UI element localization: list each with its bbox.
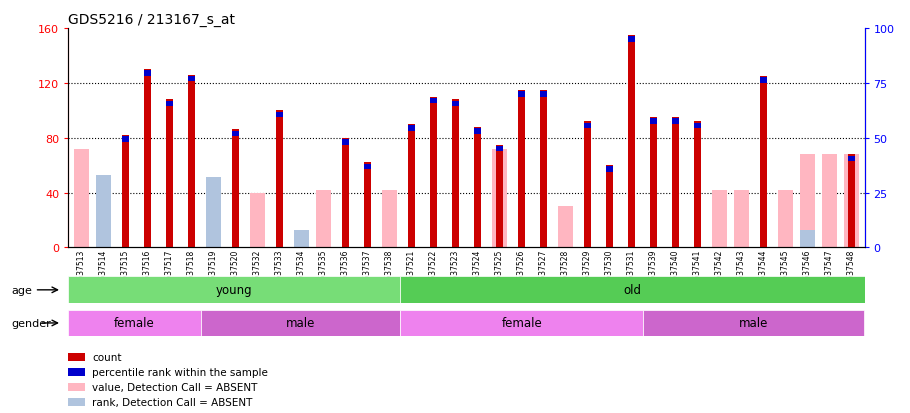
- Bar: [408, 125, 415, 248]
- Bar: [452, 100, 459, 248]
- Bar: [606, 167, 612, 173]
- Bar: [650, 118, 657, 248]
- Bar: [430, 97, 437, 248]
- Bar: [606, 166, 612, 248]
- Bar: [144, 71, 151, 77]
- Bar: [778, 190, 793, 248]
- Bar: [733, 190, 749, 248]
- Text: old: old: [623, 284, 642, 297]
- Bar: [496, 147, 502, 152]
- Bar: [206, 178, 221, 248]
- Text: value, Detection Call = ABSENT: value, Detection Call = ABSENT: [92, 382, 258, 392]
- Bar: [201, 310, 400, 337]
- Bar: [584, 123, 591, 129]
- Text: rank, Detection Call = ABSENT: rank, Detection Call = ABSENT: [92, 397, 252, 407]
- Bar: [540, 92, 547, 97]
- Bar: [364, 163, 370, 248]
- Bar: [96, 207, 111, 248]
- Bar: [167, 100, 173, 248]
- Bar: [694, 122, 701, 248]
- Bar: [232, 130, 238, 248]
- Bar: [558, 207, 573, 248]
- Bar: [540, 90, 547, 248]
- Bar: [672, 118, 679, 248]
- Text: count: count: [92, 352, 121, 362]
- Bar: [400, 310, 643, 337]
- Bar: [474, 127, 480, 248]
- Text: male: male: [739, 317, 769, 330]
- Bar: [628, 37, 634, 43]
- Bar: [844, 155, 859, 248]
- Bar: [518, 90, 525, 248]
- Bar: [188, 77, 195, 82]
- Bar: [68, 277, 400, 304]
- Bar: [760, 78, 766, 83]
- Bar: [800, 230, 815, 248]
- Bar: [474, 129, 480, 134]
- Text: female: female: [115, 317, 155, 330]
- Bar: [518, 92, 525, 97]
- Bar: [342, 140, 349, 145]
- Bar: [400, 277, 864, 304]
- Bar: [276, 112, 283, 118]
- Bar: [848, 156, 854, 161]
- Bar: [167, 102, 173, 107]
- Bar: [68, 368, 85, 376]
- Bar: [712, 190, 727, 248]
- Bar: [68, 310, 201, 337]
- Bar: [144, 70, 151, 248]
- Bar: [249, 193, 265, 248]
- Text: gender: gender: [11, 318, 51, 328]
- Bar: [316, 190, 331, 248]
- Bar: [822, 155, 837, 248]
- Text: young: young: [216, 284, 252, 297]
- Bar: [760, 77, 766, 248]
- Bar: [188, 76, 195, 248]
- Bar: [294, 230, 309, 248]
- Bar: [650, 119, 657, 125]
- Text: age: age: [11, 285, 32, 295]
- Bar: [74, 149, 89, 248]
- Bar: [68, 398, 85, 406]
- Text: percentile rank within the sample: percentile rank within the sample: [92, 367, 268, 377]
- Text: GDS5216 / 213167_s_at: GDS5216 / 213167_s_at: [68, 12, 236, 26]
- Bar: [122, 137, 128, 142]
- Bar: [232, 131, 238, 137]
- Bar: [276, 111, 283, 248]
- Bar: [491, 149, 507, 248]
- Bar: [364, 164, 370, 170]
- Bar: [430, 99, 437, 104]
- Bar: [628, 36, 634, 248]
- Bar: [381, 190, 397, 248]
- Bar: [694, 123, 701, 129]
- Bar: [643, 310, 864, 337]
- Bar: [800, 155, 815, 248]
- Bar: [672, 119, 679, 125]
- Text: male: male: [286, 317, 315, 330]
- Bar: [342, 138, 349, 248]
- Bar: [96, 176, 111, 248]
- Bar: [68, 383, 85, 391]
- Bar: [584, 122, 591, 248]
- Bar: [452, 102, 459, 107]
- Bar: [848, 155, 854, 248]
- Bar: [122, 135, 128, 248]
- Text: female: female: [501, 317, 542, 330]
- Bar: [496, 145, 502, 248]
- Bar: [408, 126, 415, 131]
- Bar: [68, 353, 85, 361]
